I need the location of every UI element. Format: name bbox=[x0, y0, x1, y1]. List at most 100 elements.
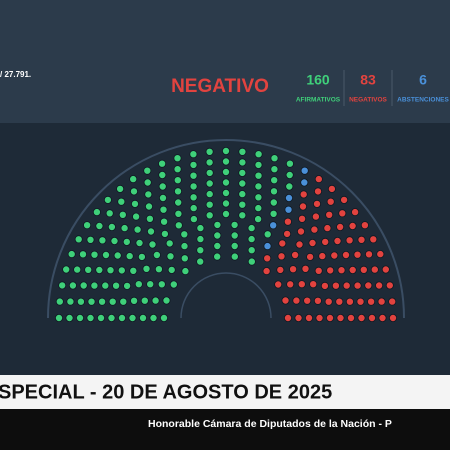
seat bbox=[254, 171, 263, 180]
seat bbox=[205, 200, 214, 209]
seat bbox=[308, 238, 317, 247]
seat bbox=[129, 266, 138, 275]
seat bbox=[284, 205, 293, 214]
seat bbox=[143, 178, 152, 187]
seat bbox=[205, 190, 214, 199]
seat bbox=[142, 264, 151, 273]
seat bbox=[353, 281, 362, 290]
seat bbox=[107, 313, 116, 322]
seat bbox=[285, 159, 294, 168]
session-text: / 27.791. bbox=[0, 70, 31, 79]
seat bbox=[134, 280, 143, 289]
seat bbox=[213, 241, 222, 250]
seat bbox=[62, 265, 71, 274]
seat bbox=[98, 236, 107, 245]
seat bbox=[342, 281, 351, 290]
seat bbox=[262, 267, 271, 276]
seat bbox=[76, 313, 85, 322]
seat bbox=[181, 267, 190, 276]
seat bbox=[95, 221, 104, 230]
seat bbox=[375, 281, 384, 290]
seat bbox=[174, 209, 183, 218]
seat bbox=[117, 266, 126, 275]
seat bbox=[205, 179, 214, 188]
seat bbox=[263, 242, 272, 251]
seat bbox=[205, 147, 214, 156]
seat bbox=[162, 296, 171, 305]
seat bbox=[137, 252, 146, 261]
seat bbox=[112, 281, 121, 290]
seat bbox=[254, 150, 263, 159]
seat bbox=[159, 313, 168, 322]
seat bbox=[247, 224, 256, 233]
seat bbox=[160, 217, 169, 226]
seat bbox=[58, 281, 67, 290]
seat bbox=[291, 250, 300, 259]
seat bbox=[348, 221, 357, 230]
seat bbox=[337, 266, 346, 275]
seat bbox=[238, 158, 247, 167]
seat bbox=[180, 254, 189, 263]
seat bbox=[95, 265, 104, 274]
seat bbox=[166, 252, 175, 261]
seat bbox=[309, 280, 318, 289]
seat bbox=[312, 199, 321, 208]
seat bbox=[73, 265, 82, 274]
banner-title: SPECIAL - 20 DE AGOSTO DE 2025 bbox=[0, 381, 332, 403]
seat bbox=[314, 266, 323, 275]
banner bbox=[0, 375, 450, 409]
seat bbox=[92, 208, 101, 217]
seat bbox=[284, 193, 293, 202]
seat bbox=[254, 204, 263, 213]
seat bbox=[323, 224, 332, 233]
seat bbox=[65, 313, 74, 322]
seat bbox=[326, 266, 335, 275]
seat bbox=[385, 281, 394, 290]
hemicycle-inner bbox=[180, 272, 272, 319]
seat bbox=[129, 175, 138, 184]
seat bbox=[117, 197, 126, 206]
seat bbox=[346, 313, 355, 322]
seat bbox=[118, 210, 127, 219]
seat bbox=[247, 246, 256, 255]
seat bbox=[321, 237, 330, 246]
count-label: AFIRMATIVOS bbox=[296, 97, 341, 104]
seat bbox=[189, 204, 198, 213]
seat bbox=[79, 250, 88, 259]
seat bbox=[154, 265, 163, 274]
seat bbox=[311, 212, 320, 221]
ticker bbox=[0, 409, 450, 450]
seat bbox=[83, 221, 92, 230]
seat bbox=[230, 231, 239, 240]
seat bbox=[364, 281, 373, 290]
seat bbox=[336, 313, 345, 322]
seat bbox=[196, 257, 205, 266]
seat bbox=[130, 199, 139, 208]
seat bbox=[174, 198, 183, 207]
seat bbox=[158, 159, 167, 168]
seat bbox=[254, 160, 263, 169]
seat bbox=[74, 235, 83, 244]
seat bbox=[205, 211, 214, 220]
count-value: 83 bbox=[360, 72, 376, 88]
seat bbox=[378, 313, 387, 322]
seat bbox=[118, 313, 127, 322]
seat bbox=[76, 297, 85, 306]
seat bbox=[254, 193, 263, 202]
seat bbox=[270, 165, 279, 174]
ticker-text: Honorable Cámara de Diputados de la Naci… bbox=[148, 418, 392, 430]
seat bbox=[247, 235, 256, 244]
seat bbox=[370, 265, 379, 274]
seat bbox=[289, 265, 298, 274]
seat bbox=[299, 190, 308, 199]
seat bbox=[149, 313, 158, 322]
seat bbox=[213, 252, 222, 261]
seat bbox=[294, 313, 303, 322]
seat bbox=[247, 257, 256, 266]
seat bbox=[67, 250, 76, 259]
seat bbox=[367, 313, 376, 322]
seat bbox=[205, 168, 214, 177]
seat bbox=[286, 280, 295, 289]
seat bbox=[189, 193, 198, 202]
